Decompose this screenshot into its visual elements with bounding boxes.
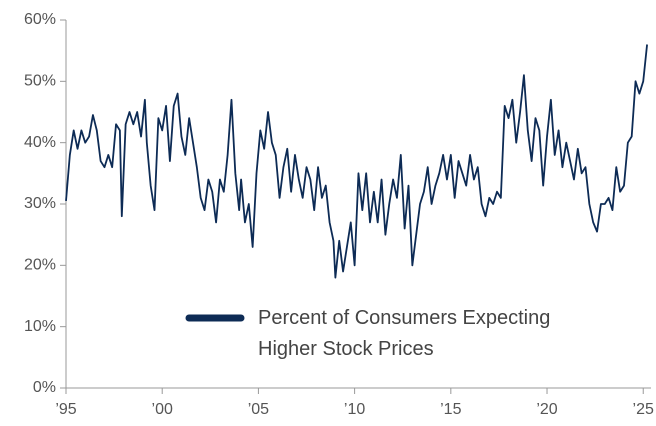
- x-tick-label: ’95: [55, 401, 76, 418]
- y-tick-label: 30%: [24, 195, 56, 212]
- y-tick-label: 50%: [24, 73, 56, 90]
- y-tick-label: 60%: [24, 11, 56, 28]
- x-tick-label: ’25: [633, 401, 654, 418]
- y-tick-label: 10%: [24, 318, 56, 335]
- data-line: [65, 44, 648, 279]
- x-tick-label: ’00: [152, 401, 173, 418]
- x-tick-label: ’10: [344, 401, 365, 418]
- x-tick-label: ’05: [248, 401, 269, 418]
- legend-label: Percent of Consumers Expecting Higher St…: [258, 307, 551, 360]
- x-tick-label: ’20: [536, 401, 557, 418]
- y-tick-label: 0%: [33, 379, 56, 396]
- x-tick-label: ’15: [440, 401, 461, 418]
- y-tick-label: 40%: [24, 134, 56, 151]
- y-tick-label: 20%: [24, 257, 56, 274]
